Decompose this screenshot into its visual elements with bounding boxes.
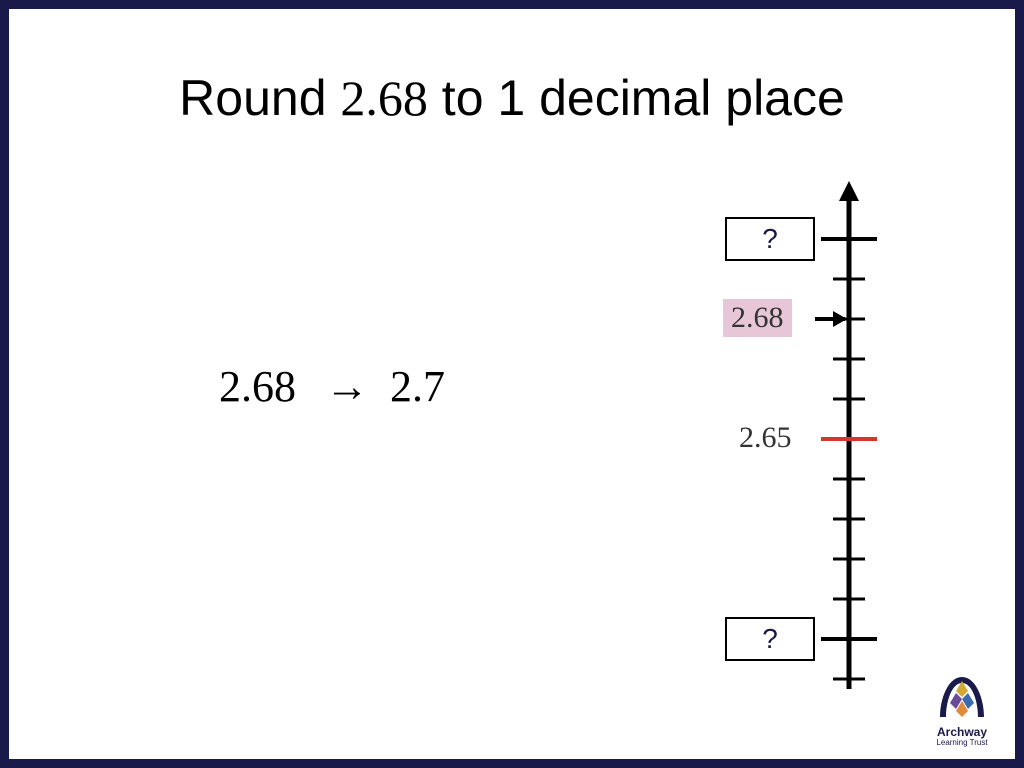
value-marker-text: 2.68	[731, 301, 784, 334]
bottom-unknown-box: ?	[725, 617, 815, 661]
top-unknown-box: ?	[725, 217, 815, 261]
title-prefix: Round	[179, 70, 340, 126]
value-marker-label: 2.68	[723, 299, 792, 337]
number-line: ? ? 2.68 2.65	[669, 179, 959, 699]
slide-title: Round 2.68 to 1 decimal place	[9, 69, 1015, 127]
equation-lhs: 2.68	[219, 362, 296, 411]
mid-label-text: 2.65	[739, 421, 792, 454]
archway-logo-icon	[934, 675, 990, 719]
mid-label: 2.65	[739, 421, 792, 455]
bottom-unknown-label: ?	[762, 623, 778, 654]
archway-logo: Archway Learning Trust	[927, 675, 997, 747]
title-number: 2.68	[340, 70, 428, 126]
top-unknown-label: ?	[762, 223, 778, 254]
equation-rhs: 2.7	[390, 362, 445, 411]
slide-frame: Round 2.68 to 1 decimal place 2.68 → 2.7…	[0, 0, 1024, 768]
title-suffix: to 1 decimal place	[428, 70, 845, 126]
arrow-icon: →	[325, 361, 369, 412]
logo-secondary-text: Learning Trust	[927, 738, 997, 747]
rounding-equation: 2.68 → 2.7	[219, 361, 445, 412]
logo-primary-text: Archway	[927, 726, 997, 738]
